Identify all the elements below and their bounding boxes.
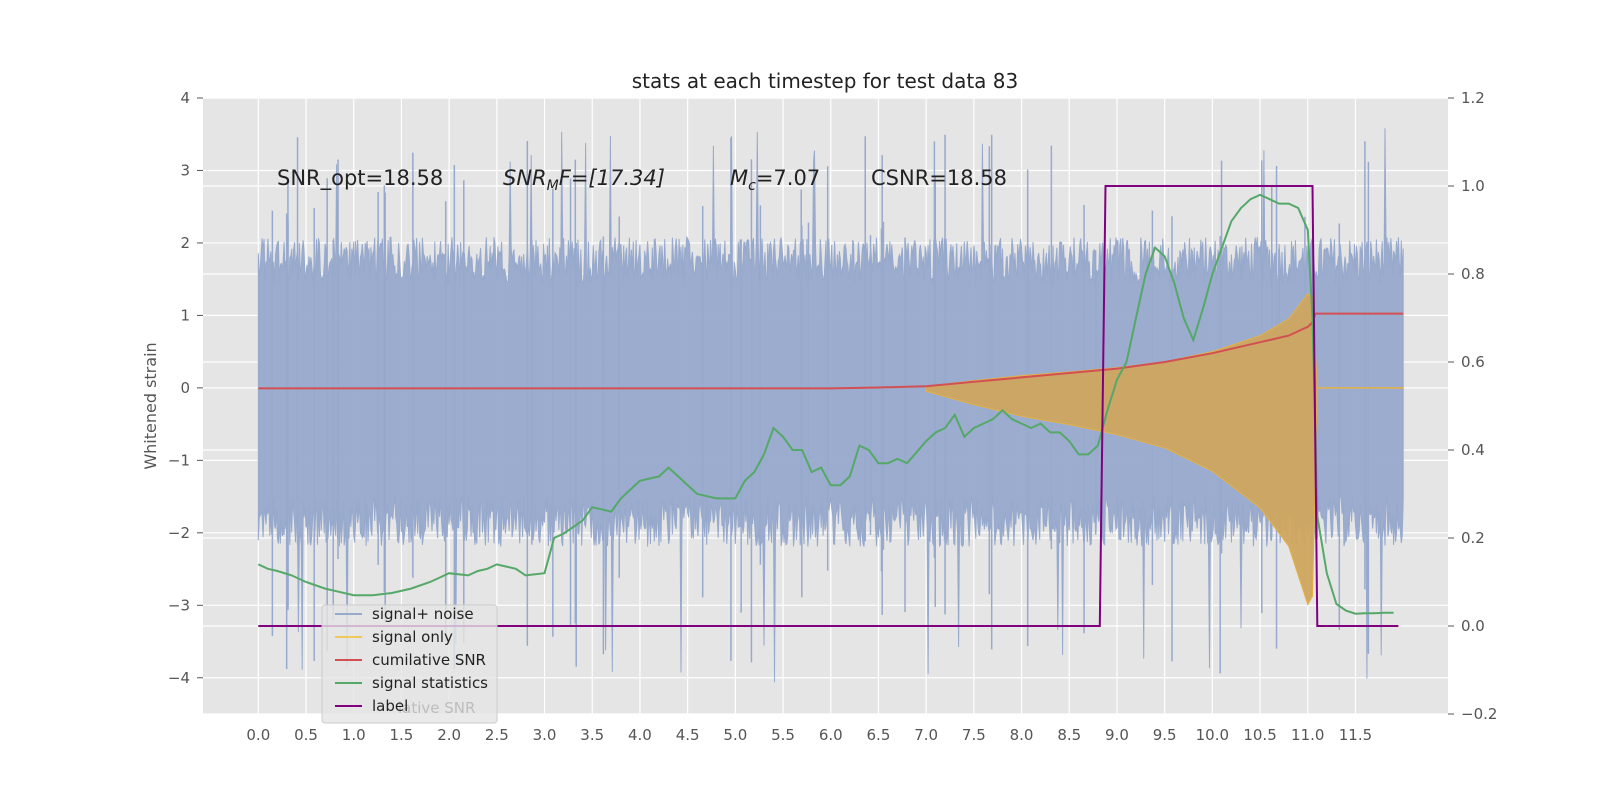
x-tick-label: 4.0: [628, 726, 652, 744]
x-tick-label: 5.0: [723, 726, 747, 744]
x-tick-label: 10.0: [1196, 726, 1229, 744]
x-tick-label: 4.5: [676, 726, 700, 744]
x-tick-label: 9.0: [1105, 726, 1129, 744]
y2-tick-label: −0.2: [1461, 705, 1497, 723]
x-tick-label: 3.5: [580, 726, 604, 744]
mc-tail: =7.07: [756, 166, 820, 190]
y2-tick-label: 1.0: [1461, 177, 1485, 195]
x-tick-label: 11.5: [1339, 726, 1372, 744]
x-tick-label: 11.0: [1291, 726, 1324, 744]
y-tick-label: −2: [168, 524, 190, 542]
annotation-csnr: CSNR=18.58: [871, 166, 1007, 190]
y2-tick-label: 0.6: [1461, 353, 1485, 371]
annotation-snr-mf: SNRMF=[17.34]: [503, 166, 665, 194]
legend-box: [321, 604, 498, 724]
x-tick-label: 8.5: [1057, 726, 1081, 744]
x-axis-ticks: 0.0 0.5 1.0 1.5 2.0 2.5 3.0 3.5 4.0 4.5 5.0 5.5 6.0 6…: [246, 726, 1372, 744]
snr-mf-tail: F=[17.34]: [559, 166, 665, 190]
legend-label: signal statistics: [372, 674, 488, 692]
legend-label: label: [372, 697, 408, 715]
y-tick-label: −4: [168, 669, 190, 687]
snr-mf-sub: M: [547, 178, 559, 194]
chart-title: stats at each timestep for test data 83: [632, 69, 1018, 93]
snr-mf-tail-text: F=[17.34]: [559, 166, 665, 190]
y-tick-label: 2: [180, 234, 190, 252]
legend: lative SNR signal+ noise signal only cumil…: [321, 604, 498, 724]
legend-label: signal+ noise: [372, 605, 474, 623]
annotation-snr-opt: SNR_opt=18.58: [277, 166, 443, 191]
y-axis-label: Whitened strain: [141, 342, 160, 469]
mc-sub: c: [748, 178, 756, 194]
noise-band: [257, 128, 1404, 683]
x-tick-label: 5.5: [771, 726, 795, 744]
x-tick-label: 6.5: [867, 726, 891, 744]
y-tick-label: 3: [180, 161, 190, 179]
y2-tick-label: 0.8: [1461, 265, 1485, 283]
x-tick-label: 3.0: [533, 726, 557, 744]
y2-axis-ticks: 1.2 1.0 0.8 0.6 0.4 0.2 0.0 −0.2: [1448, 89, 1497, 723]
x-tick-label: 9.5: [1153, 726, 1177, 744]
y2-tick-label: 0.0: [1461, 617, 1485, 635]
x-tick-label: 1.5: [390, 726, 414, 744]
x-tick-label: 6.0: [819, 726, 843, 744]
y-tick-label: 0: [180, 379, 190, 397]
y2-tick-label: 0.4: [1461, 441, 1485, 459]
series-line-cumilative-SNR: [258, 312, 1404, 390]
legend-ghost-text: lative SNR: [398, 699, 475, 717]
y-tick-label: 4: [180, 89, 190, 107]
y-tick-label: −1: [168, 451, 190, 469]
legend-label: signal only: [372, 628, 453, 646]
x-tick-label: 7.5: [962, 726, 986, 744]
x-tick-label: 7.0: [914, 726, 938, 744]
x-tick-label: 0.0: [246, 726, 270, 744]
x-tick-label: 10.5: [1243, 726, 1276, 744]
x-tick-label: 2.5: [485, 726, 509, 744]
y-tick-label: −3: [168, 596, 190, 614]
y2-tick-label: 1.2: [1461, 89, 1485, 107]
y2-tick-label: 0.2: [1461, 529, 1485, 547]
noise-band-area: [257, 128, 1404, 683]
x-tick-label: 2.0: [437, 726, 461, 744]
y-axis-ticks: 4 3 2 1 0 −1 −2 −3 −4: [168, 89, 203, 687]
series-lines: [257, 185, 1404, 627]
legend-label: cumilative SNR: [372, 651, 486, 669]
x-tick-label: 1.0: [342, 726, 366, 744]
x-tick-label: 8.0: [1010, 726, 1034, 744]
annotation-mc: Mc=7.07: [730, 166, 820, 194]
snr-mf-base: SNR: [503, 166, 547, 190]
series-line-signal-statistics: [257, 193, 1394, 615]
series-line-label: [258, 185, 1399, 627]
x-tick-label: 0.5: [294, 726, 318, 744]
mc-base: M: [730, 166, 748, 190]
y-tick-label: 1: [180, 306, 190, 324]
